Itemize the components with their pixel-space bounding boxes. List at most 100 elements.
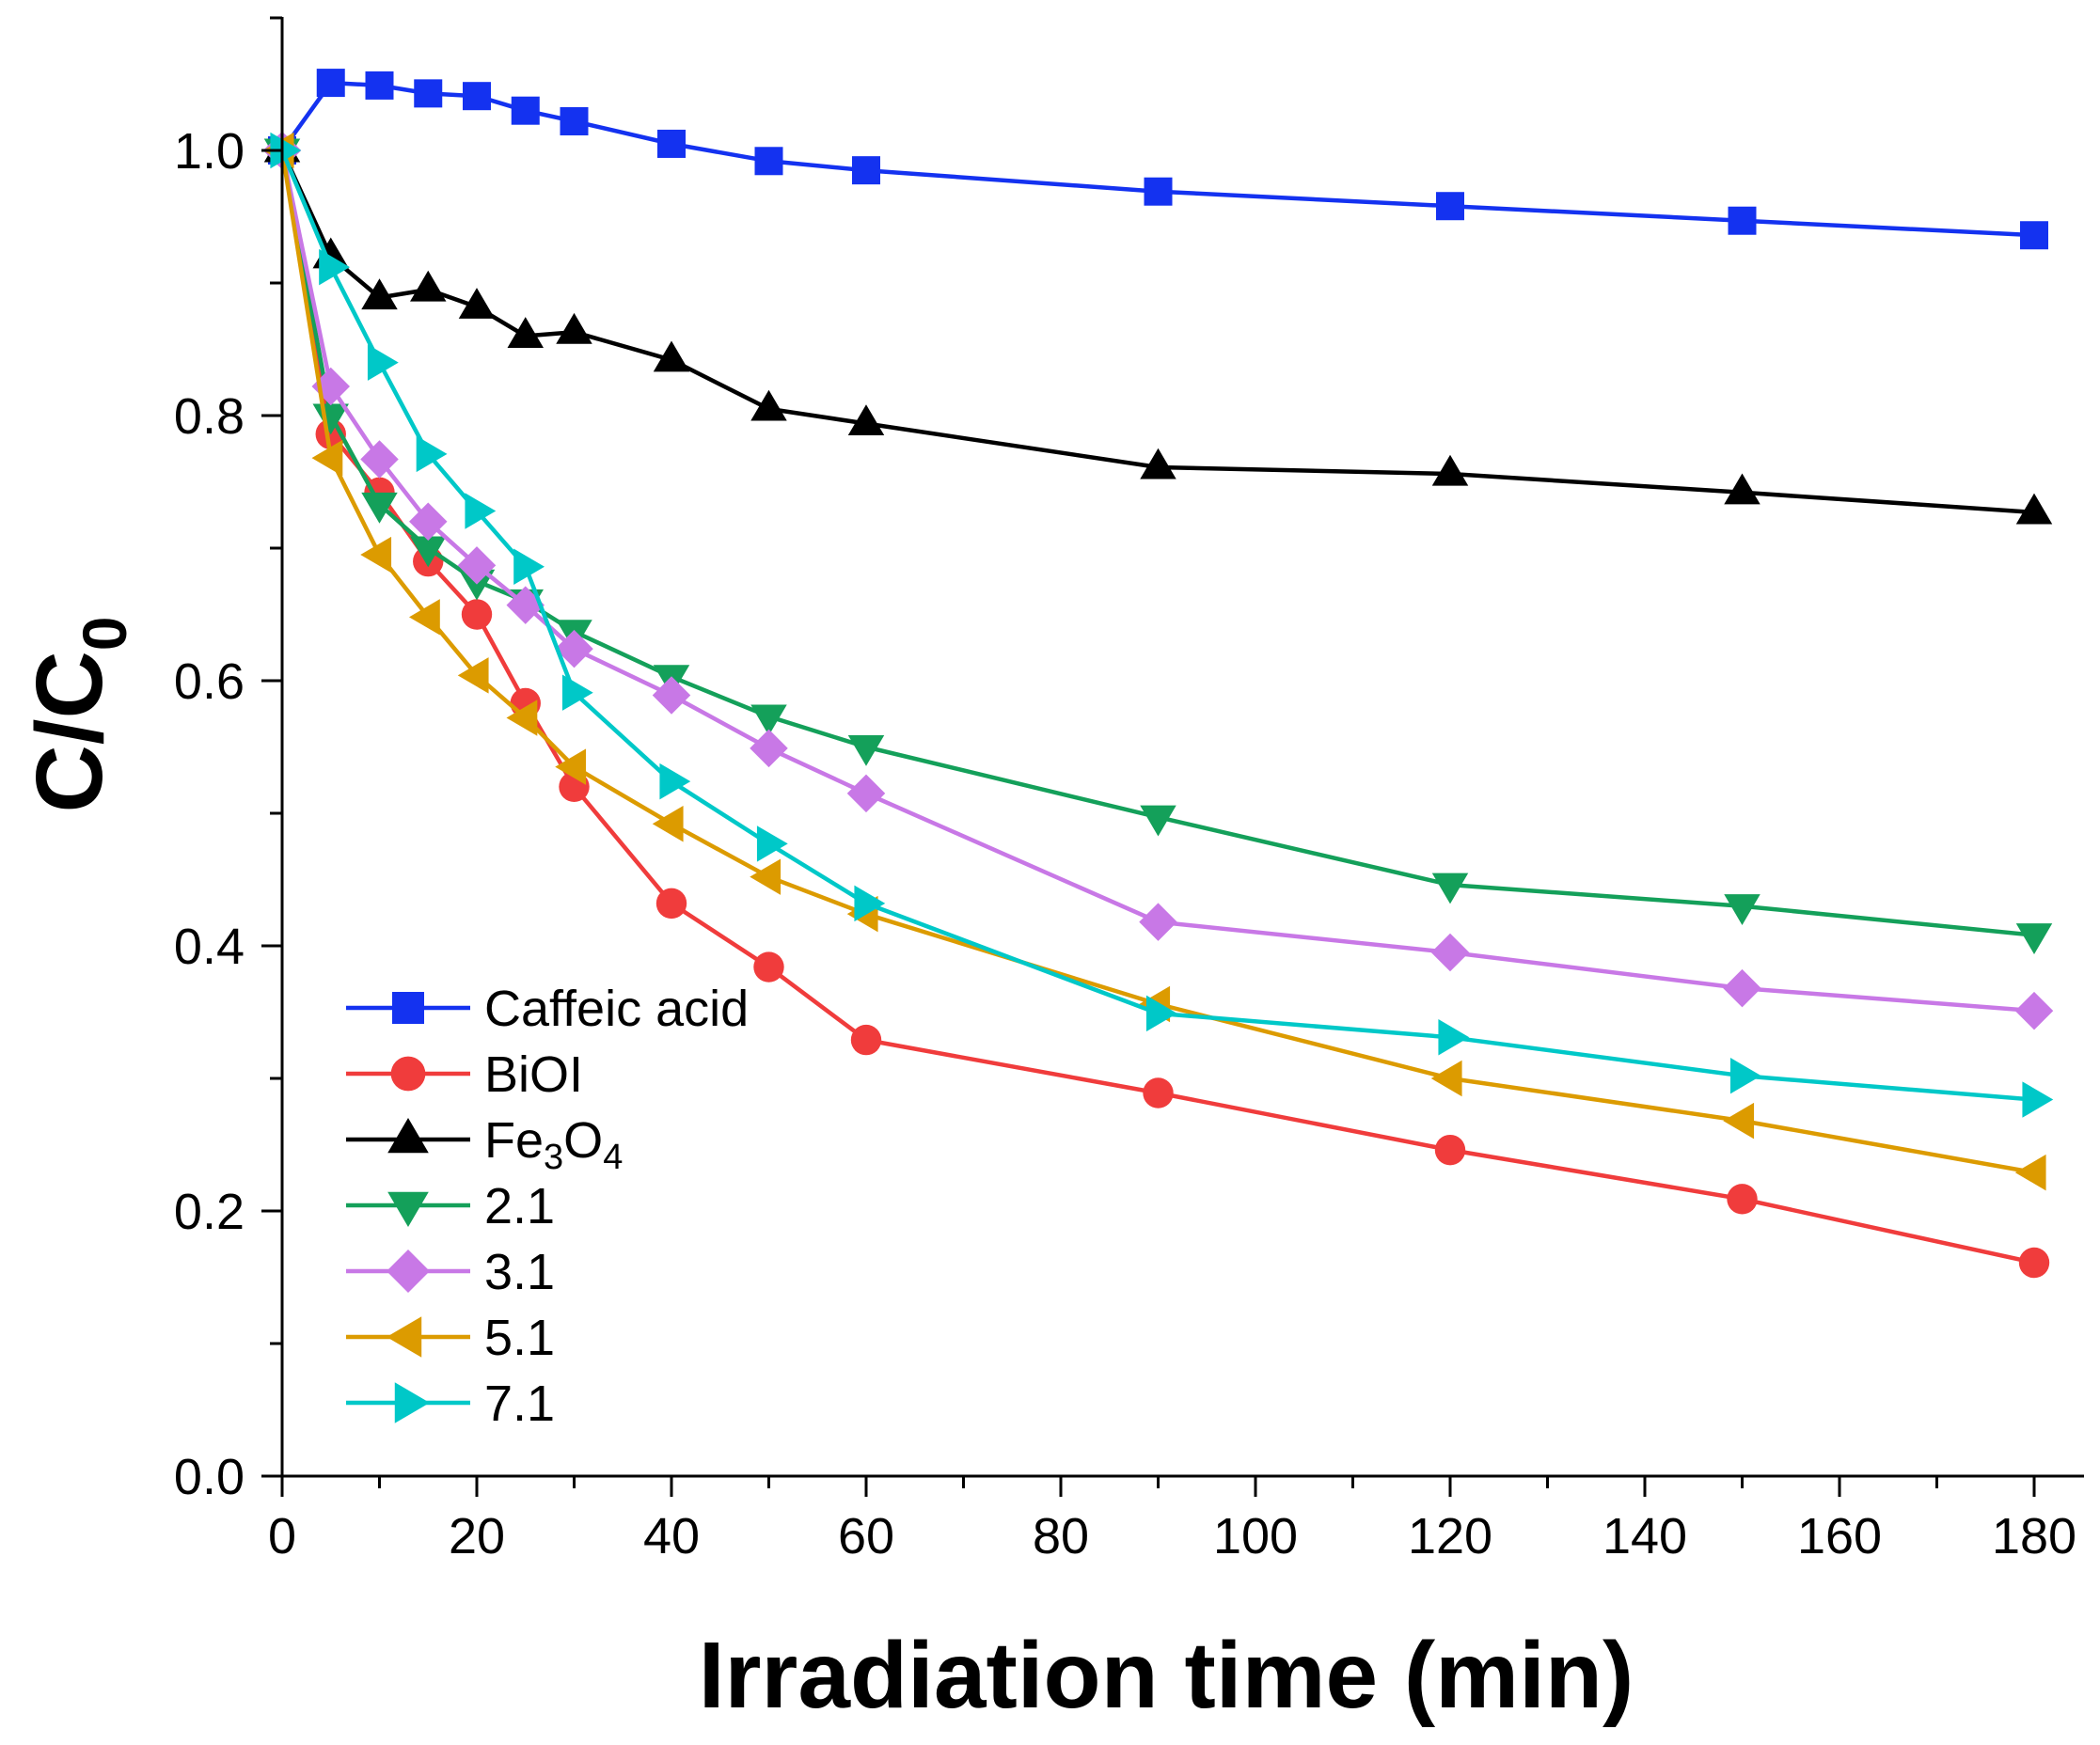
series-7-1-point bbox=[756, 825, 788, 862]
series-bioi-point bbox=[1143, 1077, 1174, 1108]
series-caffeic-acid bbox=[268, 69, 2048, 250]
series-fe3o4-point bbox=[653, 340, 690, 372]
series-7-1-point bbox=[416, 435, 448, 473]
series-bioi-point bbox=[655, 888, 687, 920]
y-tick-label: 0.0 bbox=[174, 1449, 245, 1505]
series-2-1-point bbox=[2015, 923, 2053, 954]
series-fe3o4-point bbox=[556, 312, 592, 344]
series-caffeic-acid-point bbox=[1728, 206, 1757, 235]
series-5-1-point bbox=[1430, 1060, 1462, 1097]
series-5-1-point bbox=[360, 536, 392, 574]
series-7-1-point bbox=[367, 344, 399, 381]
series-3-1-point bbox=[2014, 991, 2054, 1030]
legend-item-caffeic-acid-marker bbox=[392, 992, 424, 1024]
series-bioi-point bbox=[2018, 1247, 2050, 1279]
series-5-1-point bbox=[457, 657, 489, 694]
legend-item-fe3o4-marker bbox=[387, 1118, 429, 1154]
series-caffeic-acid-point bbox=[414, 79, 443, 108]
series-2-1 bbox=[263, 138, 2053, 954]
x-tick-label: 20 bbox=[449, 1508, 505, 1564]
legend-item-bioi-label: BiOI bbox=[484, 1046, 583, 1103]
series-5-1-point bbox=[409, 599, 440, 636]
legend-text: 2.1 bbox=[484, 1178, 555, 1234]
series-3-1-point bbox=[652, 676, 691, 715]
series-3-1-point bbox=[409, 502, 448, 542]
plot-marks bbox=[262, 69, 2054, 1279]
legend-item-7-1-label: 7.1 bbox=[484, 1376, 555, 1432]
series-2-1-point bbox=[750, 704, 787, 736]
y-tick-label: 1.0 bbox=[174, 123, 245, 180]
series-3-1-point bbox=[360, 440, 399, 479]
legend-item-fe3o4: Fe3O4 bbox=[346, 1112, 623, 1177]
x-tick-label: 180 bbox=[1992, 1508, 2076, 1564]
series-3-1-point bbox=[457, 546, 497, 585]
series-3-1 bbox=[262, 131, 2054, 1030]
legend-text: Fe bbox=[484, 1112, 544, 1169]
series-5-1-point bbox=[311, 439, 343, 477]
series-2-1-point bbox=[361, 492, 398, 524]
y-tick-label: 0.4 bbox=[174, 919, 245, 975]
series-3-1-point bbox=[1723, 968, 1761, 1008]
series-7-1-point bbox=[1438, 1019, 1470, 1056]
legend-item-2-1-marker bbox=[387, 1191, 429, 1227]
series-7-1-point bbox=[513, 548, 545, 585]
legend-item-7-1-marker bbox=[394, 1382, 430, 1423]
legend-item-bioi: BiOI bbox=[346, 1046, 583, 1103]
series-bioi-point bbox=[1434, 1134, 1466, 1166]
series-2-1-point bbox=[410, 536, 447, 568]
series-3-1-point bbox=[846, 774, 886, 813]
series-fe3o4-point bbox=[361, 278, 398, 310]
series-caffeic-acid-point bbox=[1144, 177, 1173, 206]
legend-item-2-1-label: 2.1 bbox=[484, 1178, 555, 1234]
y-tick-label: 0.8 bbox=[174, 388, 245, 445]
legend-item-5-1: 5.1 bbox=[346, 1310, 555, 1366]
legend-item-caffeic-acid-label: Caffeic acid bbox=[484, 981, 749, 1037]
series-2-1-point bbox=[458, 569, 496, 601]
legend-text: BiOI bbox=[484, 1046, 583, 1103]
y-axis-title-base: C/C bbox=[17, 651, 122, 812]
series-7-1-point bbox=[854, 885, 886, 922]
series-3-1-point bbox=[1139, 903, 1177, 941]
x-tick-label: 140 bbox=[1603, 1508, 1687, 1564]
series-5-1-point bbox=[2014, 1154, 2046, 1191]
x-axis-title: Irradiation time (min) bbox=[699, 1623, 1634, 1728]
legend-subscript: 3 bbox=[544, 1138, 563, 1177]
series-fe3o4-point bbox=[750, 389, 787, 421]
series-fe3o4-point bbox=[1431, 454, 1469, 486]
legend-text: Caffeic acid bbox=[484, 981, 749, 1037]
series-caffeic-acid-point bbox=[657, 129, 686, 158]
series-fe3o4-point bbox=[847, 404, 885, 436]
series-7-1-point bbox=[1145, 995, 1177, 1032]
y-axis-title: C/C0 bbox=[17, 617, 139, 813]
x-tick-label: 60 bbox=[838, 1508, 894, 1564]
series-bioi-point bbox=[850, 1024, 882, 1056]
series-caffeic-acid-point bbox=[852, 156, 880, 185]
series-fe3o4-point bbox=[410, 270, 447, 302]
series-fe3o4-point bbox=[1724, 473, 1761, 505]
series-caffeic-acid-point bbox=[2020, 221, 2048, 250]
series-7-1-line bbox=[279, 149, 2035, 1102]
legend-item-5-1-label: 5.1 bbox=[484, 1310, 555, 1366]
series-fe3o4-point bbox=[507, 317, 544, 348]
legend-item-5-1-marker bbox=[387, 1316, 422, 1358]
y-tick-label: 0.6 bbox=[174, 653, 245, 710]
x-tick-label: 160 bbox=[1797, 1508, 1882, 1564]
legend-item-3-1: 3.1 bbox=[346, 1244, 555, 1300]
legend-item-caffeic-acid: Caffeic acid bbox=[346, 981, 749, 1037]
series-2-1-point bbox=[1431, 872, 1469, 904]
series-2-1-point bbox=[847, 734, 885, 766]
series-2-1-line bbox=[279, 149, 2035, 937]
legend-item-fe3o4-label: Fe3O4 bbox=[484, 1112, 623, 1177]
series-3-1-point bbox=[555, 629, 593, 668]
series-fe3o4-point bbox=[458, 288, 496, 319]
series-caffeic-acid-point bbox=[1436, 192, 1464, 221]
series-bioi-point bbox=[753, 951, 784, 983]
x-tick-label: 0 bbox=[268, 1508, 296, 1564]
legend-item-7-1: 7.1 bbox=[346, 1376, 555, 1432]
series-7-1-point bbox=[561, 674, 593, 711]
series-5-1-point bbox=[506, 700, 538, 736]
legend-subscript: 4 bbox=[603, 1138, 623, 1177]
series-5-1-point bbox=[750, 858, 782, 895]
